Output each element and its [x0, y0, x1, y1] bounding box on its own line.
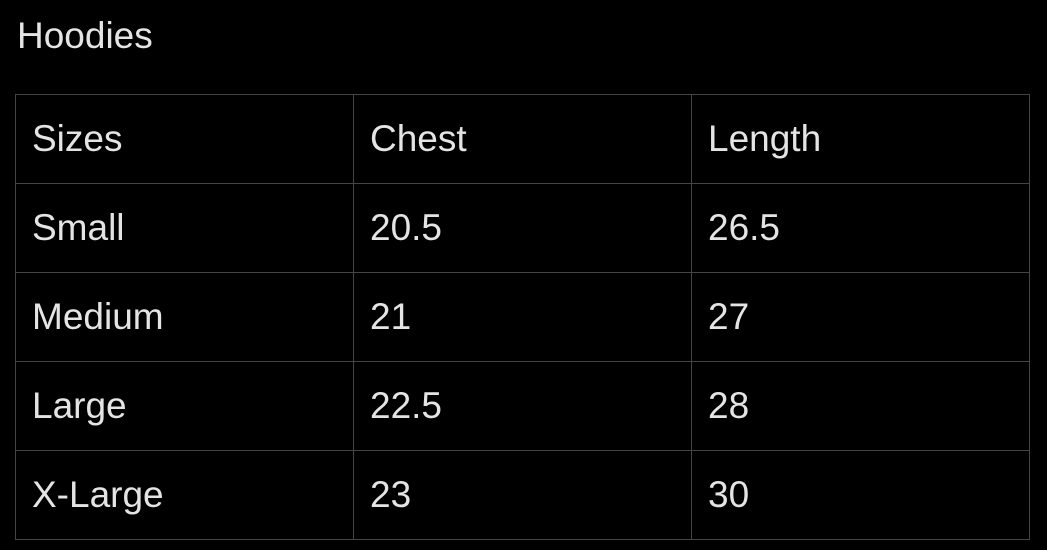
table-row: Small 20.5 26.5 — [15, 183, 1030, 273]
table-cell: X-Large — [15, 450, 354, 540]
header-cell: Length — [691, 94, 1030, 184]
size-table: Sizes Chest Length Small 20.5 26.5 Mediu… — [15, 94, 1030, 540]
table-cell: 21 — [353, 272, 692, 362]
table-cell: 27 — [691, 272, 1030, 362]
table-row: Large 22.5 28 — [15, 361, 1030, 451]
table-cell: Large — [15, 361, 354, 451]
table-cell: 22.5 — [353, 361, 692, 451]
table-cell: Small — [15, 183, 354, 273]
table-cell: Medium — [15, 272, 354, 362]
table-cell: 26.5 — [691, 183, 1030, 273]
page-title: Hoodies — [17, 15, 153, 56]
table-header-row: Sizes Chest Length — [15, 94, 1030, 184]
table-cell: 28 — [691, 361, 1030, 451]
table-cell: 30 — [691, 450, 1030, 540]
table-cell: 23 — [353, 450, 692, 540]
table-row: Medium 21 27 — [15, 272, 1030, 362]
table-cell: 20.5 — [353, 183, 692, 273]
header-cell: Chest — [353, 94, 692, 184]
header-cell: Sizes — [15, 94, 354, 184]
table-row: X-Large 23 30 — [15, 450, 1030, 540]
